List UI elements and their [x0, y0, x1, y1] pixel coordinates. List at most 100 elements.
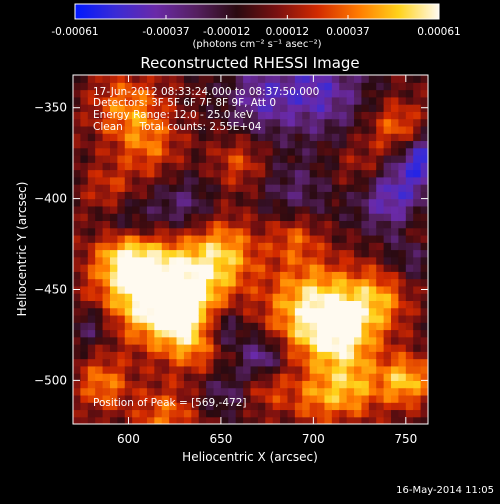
- heatmap-cell: [228, 162, 237, 171]
- heatmap-cell: [73, 314, 81, 323]
- heatmap-cell: [317, 409, 326, 418]
- heatmap-cell: [287, 118, 296, 127]
- heatmap-cell: [391, 358, 400, 367]
- heatmap-cell: [87, 205, 96, 214]
- heatmap-cell: [169, 96, 178, 105]
- heatmap-cell: [228, 191, 237, 200]
- heatmap-cell: [191, 82, 200, 91]
- heatmap-cell: [346, 111, 355, 120]
- heatmap-cell: [391, 387, 400, 396]
- heatmap-cell: [391, 271, 400, 280]
- heatmap-cell: [361, 220, 370, 229]
- heatmap-cell: [383, 111, 392, 120]
- heatmap-cell: [139, 169, 148, 178]
- heatmap-cell: [346, 249, 355, 258]
- heatmap-cell: [109, 285, 118, 294]
- heatmap-cell: [354, 242, 363, 251]
- heatmap-cell: [368, 227, 377, 236]
- heatmap-cell: [146, 162, 155, 171]
- heatmap-cell: [287, 344, 296, 352]
- heatmap-cell: [405, 307, 414, 316]
- heatmap-cell: [413, 394, 422, 403]
- heatmap-cell: [324, 256, 333, 265]
- heatmap-cell: [87, 416, 96, 424]
- heatmap-cell: [324, 227, 333, 236]
- heatmap-cell: [102, 96, 111, 105]
- heatmap-cell: [383, 184, 392, 192]
- heatmap-cell: [146, 220, 155, 229]
- heatmap-cell: [368, 293, 377, 301]
- heatmap-cell: [405, 162, 414, 171]
- heatmap-cell: [302, 249, 311, 258]
- heatmap-cell: [176, 191, 185, 200]
- heatmap-cell: [398, 264, 407, 272]
- heatmap-cell: [383, 416, 392, 424]
- heatmap-cell: [368, 89, 377, 98]
- heatmap-cell: [250, 322, 259, 331]
- heatmap-cell: [413, 358, 422, 367]
- heatmap-cell: [368, 154, 377, 163]
- heatmap-cell: [132, 256, 141, 265]
- heatmap-cell: [346, 416, 355, 424]
- heatmap-cell: [146, 154, 155, 163]
- heatmap-cell: [80, 242, 89, 251]
- heatmap-cell: [287, 402, 296, 411]
- heatmap-cell: [198, 89, 207, 98]
- heatmap-cell: [176, 89, 185, 98]
- heatmap-cell: [317, 227, 326, 236]
- heatmap-cell: [183, 125, 192, 134]
- heatmap-cell: [132, 336, 141, 345]
- heatmap-cell: [317, 220, 326, 229]
- heatmap-cell: [124, 322, 133, 331]
- heatmap-cell: [294, 373, 303, 381]
- heatmap-cell: [272, 358, 281, 367]
- heatmap-cell: [383, 133, 392, 142]
- heatmap-cell: [265, 213, 274, 222]
- heatmap-cell: [339, 314, 348, 323]
- heatmap-cell: [213, 329, 222, 338]
- heatmap-cell: [257, 227, 266, 236]
- heatmap-cell: [191, 307, 200, 316]
- heatmap-cell: [139, 402, 148, 411]
- heatmap-cell: [235, 191, 244, 200]
- heatmap-cell: [354, 75, 363, 83]
- heatmap-cell: [368, 394, 377, 403]
- heatmap-cell: [361, 125, 370, 134]
- heatmap-cell: [198, 344, 207, 352]
- heatmap-cell: [405, 365, 414, 374]
- heatmap-cell: [331, 220, 340, 229]
- heatmap-cell: [339, 220, 348, 229]
- heatmap-cell: [405, 249, 414, 258]
- heatmap-cell: [265, 242, 274, 251]
- heatmap-cell: [331, 373, 340, 381]
- heatmap-cell: [95, 293, 104, 301]
- heatmap-cell: [176, 162, 185, 171]
- heatmap-cell: [420, 191, 428, 200]
- heatmap-cell: [287, 358, 296, 367]
- heatmap-cell: [398, 394, 407, 403]
- heatmap-cell: [213, 213, 222, 222]
- heatmap-cell: [109, 89, 118, 98]
- heatmap-cell: [265, 300, 274, 309]
- heatmap-cell: [228, 373, 237, 381]
- heatmap-cell: [383, 82, 392, 91]
- heatmap-cell: [102, 322, 111, 331]
- heatmap-cell: [317, 191, 326, 200]
- heatmap-cell: [354, 133, 363, 142]
- heatmap-cell: [220, 75, 229, 83]
- heatmap-cell: [324, 191, 333, 200]
- heatmap-cell: [294, 96, 303, 105]
- heatmap-cell: [398, 256, 407, 265]
- heatmap-cell: [191, 264, 200, 272]
- heatmap-cell: [368, 373, 377, 381]
- heatmap-cell: [73, 133, 81, 142]
- colorbar-ticks: -0.00061 -0.00037 -0.00012 0.00012 0.00037 0.…: [51, 15, 461, 38]
- heatmap-cell: [198, 162, 207, 171]
- heatmap-cell: [294, 176, 303, 185]
- heatmap-cell: [265, 147, 274, 156]
- heatmap-cell: [331, 394, 340, 403]
- heatmap-cell: [331, 358, 340, 367]
- heatmap-cell: [132, 314, 141, 323]
- heatmap-cell: [257, 373, 266, 381]
- heatmap-cell: [206, 75, 215, 83]
